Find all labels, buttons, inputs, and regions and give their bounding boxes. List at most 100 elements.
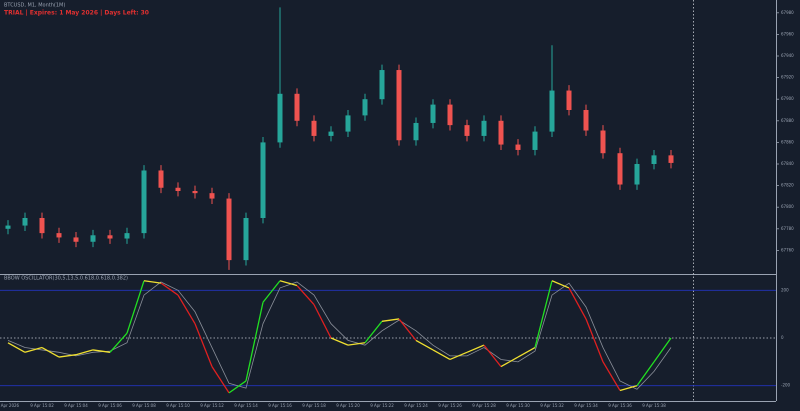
oscillator-segment (245, 302, 264, 382)
oscillator-segment (449, 351, 468, 361)
y-tick-label: 67800 (781, 204, 794, 209)
candle-body (634, 164, 640, 185)
y-tick-label: 67940 (781, 53, 794, 58)
oscillator-title: BBOW OSCILLATOR(30,5,13,5,0.618,0.618,0.… (4, 276, 128, 282)
candle-body (464, 125, 470, 136)
oscillator-segment (58, 354, 77, 358)
y-tick-label: 0 (781, 335, 784, 340)
oscillator-segment (483, 344, 502, 368)
x-tick-label: 9 Apr 15:08 (132, 403, 156, 408)
x-tick-label: 9 Apr 15:12 (200, 403, 224, 408)
candle-body (175, 187, 181, 191)
y-tick-label: 200 (781, 287, 789, 292)
x-tick-label: 9 Apr 15:24 (404, 403, 428, 408)
candle-body (583, 110, 589, 131)
oscillator-segment (415, 339, 434, 351)
y-tick-label: 67980 (781, 10, 794, 15)
candle-body (396, 70, 402, 141)
oscillator-segment (92, 349, 111, 353)
trial-notice: TRIAL | Expires: 1 May 2026 | Days Left:… (4, 10, 149, 17)
oscillator-segment (262, 280, 281, 303)
oscillator-segment (24, 346, 43, 353)
oscillator-segment (211, 366, 230, 394)
candle-body (617, 153, 623, 185)
y-tick-label: 67920 (781, 75, 794, 80)
x-tick-label: 9 Apr 15:06 (98, 403, 122, 408)
oscillator-segment (517, 346, 536, 358)
x-tick-label: 9 Apr 15:26 (438, 403, 462, 408)
oscillator-segment (551, 280, 570, 289)
candle-body (651, 155, 657, 164)
oscillator-segment (279, 280, 298, 287)
y-tick-label: 67820 (781, 183, 794, 188)
candle-body (90, 235, 96, 242)
x-tick-label: 9 Apr 15:18 (302, 403, 326, 408)
oscillator-segment (432, 349, 451, 361)
candle-body (141, 170, 147, 234)
candle-body (39, 218, 45, 234)
x-tick-label: 9 Apr 15:28 (472, 403, 496, 408)
oscillator-segment (653, 337, 672, 363)
y-tick-label: 67860 (781, 139, 794, 144)
candle-body (345, 115, 351, 132)
candle-body (413, 122, 419, 141)
oscillator-segment (398, 318, 417, 341)
candle-body (277, 93, 283, 143)
y-tick-label: 67880 (781, 118, 794, 123)
candle-body (549, 90, 555, 132)
candle-body (124, 233, 130, 239)
y-tick-label: 67760 (781, 247, 794, 252)
candle-body (447, 104, 453, 126)
candle-body (226, 198, 232, 261)
oscillator-segment (109, 332, 128, 353)
candle-body (515, 144, 521, 150)
oscillator-segment (619, 385, 638, 392)
x-tick-label: 9 Apr 15:14 (234, 403, 258, 408)
x-tick-label: 9 Apr 15:36 (608, 403, 632, 408)
candle-body (328, 131, 334, 136)
candle-body (22, 218, 28, 226)
candle-body (243, 218, 249, 261)
oscillator-segment (126, 280, 145, 334)
oscillator-segment (313, 304, 332, 339)
oscillator-segment (602, 361, 621, 391)
candle-body (107, 235, 113, 239)
oscillator-segment (534, 280, 553, 348)
oscillator-segment (466, 344, 485, 353)
oscillator-segment (381, 318, 400, 322)
candle-body (73, 237, 79, 242)
oscillator-segment (143, 280, 162, 284)
candle-body (532, 131, 538, 150)
symbol-title: BTCUSD, M1, Month(1M) (4, 3, 65, 9)
y-tick-label: 67780 (781, 226, 794, 231)
x-tick-label: 9 Apr 15:22 (370, 403, 394, 408)
y-tick-label: 67900 (781, 96, 794, 101)
x-tick-label: 9 Apr 15:34 (574, 403, 598, 408)
oscillator-segment (585, 318, 604, 363)
candle-body (498, 120, 504, 145)
candle-body (158, 170, 164, 188)
oscillator-segment (177, 294, 196, 325)
candle-body (260, 142, 266, 218)
candle-body (600, 130, 606, 154)
x-tick-label: 9 Apr 15:04 (64, 403, 88, 408)
oscillator-segment (500, 356, 519, 368)
candle-body (566, 90, 572, 110)
oscillator-segment (568, 287, 587, 320)
candle-body (209, 193, 215, 199)
oscillator-segment (41, 346, 60, 358)
x-tick-label: 9 Apr 15:20 (336, 403, 360, 408)
x-tick-label: 9 Apr 15:30 (506, 403, 530, 408)
oscillator-segment (364, 320, 383, 344)
candle-body (668, 155, 674, 163)
x-tick-label: 9 Apr 15:38 (642, 403, 666, 408)
x-tick-label: 9 Apr 15:32 (540, 403, 564, 408)
y-tick-label: -200 (781, 383, 791, 388)
signal-line (7, 281, 672, 390)
candle-body (56, 233, 62, 238)
x-tick-label: 9 Apr 15:02 (30, 403, 54, 408)
oscillator-segment (296, 285, 315, 306)
candle-body (481, 120, 487, 136)
